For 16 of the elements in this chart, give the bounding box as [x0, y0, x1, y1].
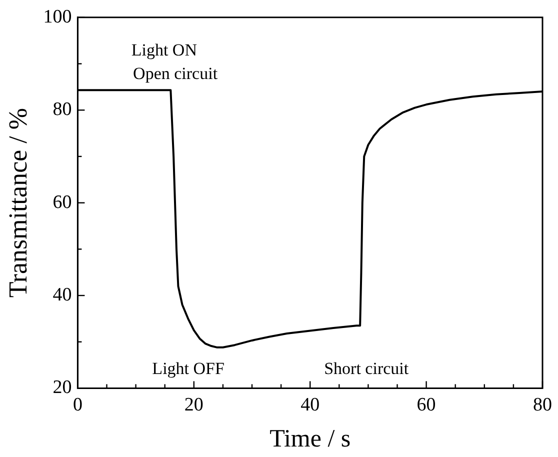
- y-axis-title: Transmittance / %: [3, 108, 32, 298]
- y-tick-label: 40: [52, 284, 72, 306]
- y-tick-label: 20: [52, 377, 72, 398]
- annotation: Open circuit: [133, 64, 218, 83]
- x-tick-label: 20: [184, 394, 204, 416]
- annotation: Light OFF: [152, 359, 224, 378]
- x-tick-label: 40: [300, 394, 320, 416]
- y-tick-label: 60: [52, 192, 72, 213]
- annotation: Light ON: [131, 40, 197, 60]
- x-tick-label: 0: [72, 394, 82, 416]
- y-tick-label: 100: [43, 6, 72, 28]
- x-tick-label: 60: [416, 394, 436, 416]
- x-tick-label: 80: [533, 394, 552, 416]
- x-axis-title: Time / s: [270, 426, 351, 453]
- annotation: Short circuit: [324, 359, 409, 378]
- y-tick-label: 80: [52, 99, 72, 120]
